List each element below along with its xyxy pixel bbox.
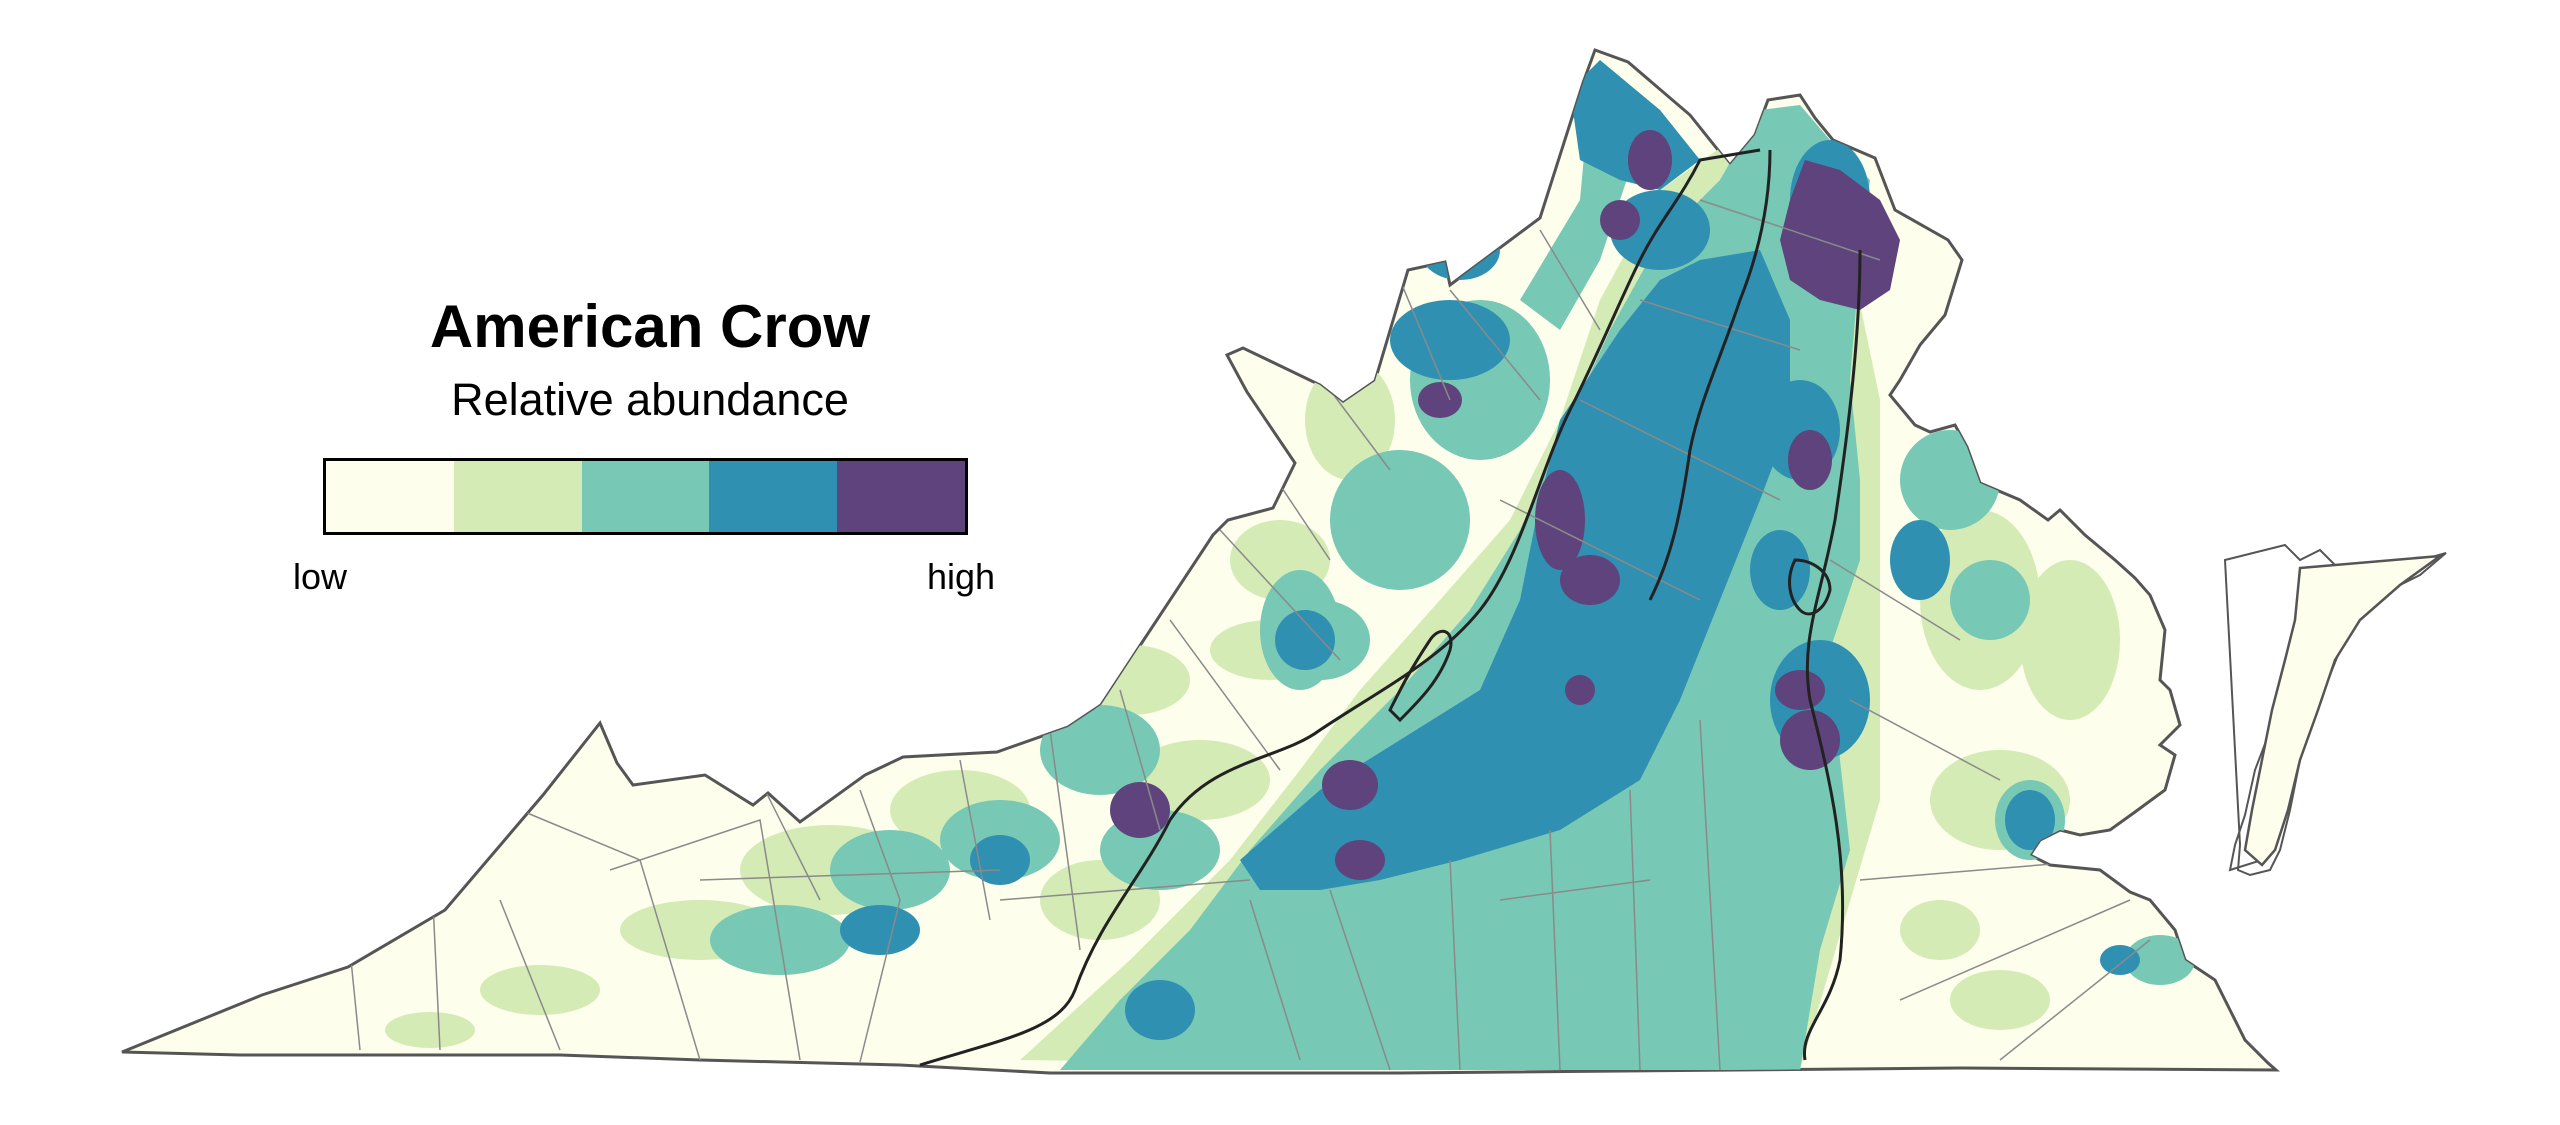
legend-title: American Crow [429, 293, 871, 360]
physiographic-boundaries [919, 148, 1862, 1067]
legend-swatch-level-4 [709, 461, 838, 532]
legend-swatch-level-5 [837, 461, 965, 532]
legend-high-label: high [927, 556, 996, 597]
abundance-level-5-areas [1110, 130, 1900, 880]
legend-subtitle: Relative abundance [451, 374, 849, 425]
legend-color-bar [323, 458, 968, 535]
legend-swatch-level-1 [326, 461, 454, 532]
legend-swatch-level-2 [453, 461, 582, 532]
abundance-patches [385, 60, 2195, 1070]
legend-swatch-level-3 [581, 461, 710, 532]
county-boundaries [339, 199, 2151, 1071]
legend-low-label: low [293, 556, 348, 597]
eastern-shore-body [2243, 554, 2445, 867]
